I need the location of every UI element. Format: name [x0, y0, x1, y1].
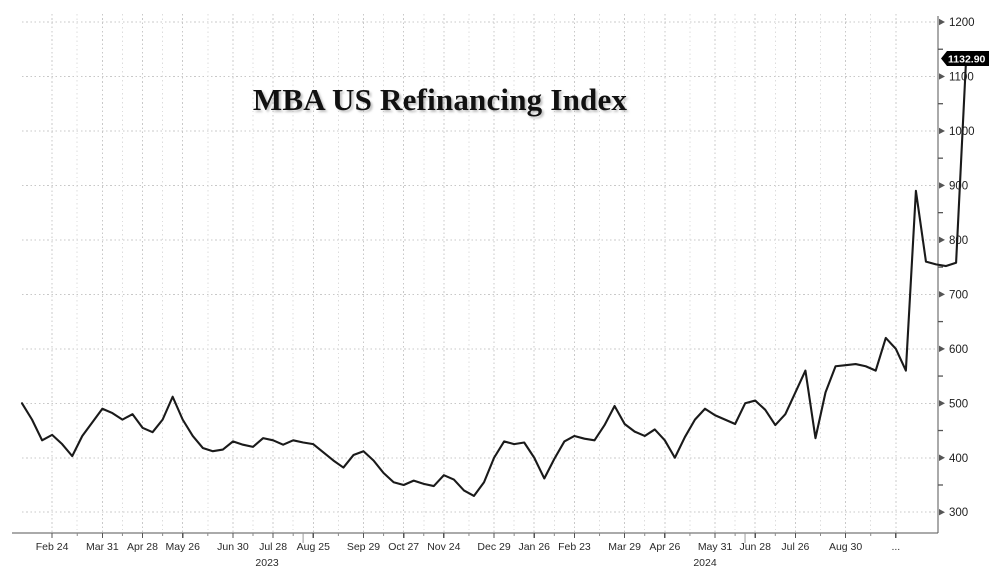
- y-axis-tick-marker: [939, 18, 945, 26]
- x-axis-tick-label: Nov 24: [427, 541, 460, 553]
- axis-ticks: [51, 18, 945, 543]
- x-axis-tick-label: May 26: [165, 541, 200, 553]
- x-axis-tick-label: Jun 28: [739, 541, 771, 553]
- y-axis-tick-label: 500: [949, 398, 968, 410]
- x-axis-tick-label: ...: [891, 541, 900, 553]
- x-axis-tick-label: Feb 24: [36, 541, 69, 553]
- x-axis-tick-label: Apr 28: [127, 541, 158, 553]
- y-axis-tick-marker: [939, 509, 945, 516]
- x-axis-tick-label: Mar 29: [608, 541, 641, 553]
- y-axis-tick-marker: [939, 291, 945, 298]
- last-value-badge: 1132.90: [941, 51, 989, 67]
- x-axis-tick-label: Feb 23: [558, 541, 591, 553]
- y-axis-tick-label: 900: [949, 180, 968, 192]
- x-axis-tick-label: Mar 31: [86, 541, 119, 553]
- x-axis-tick-label: Jan 26: [518, 541, 550, 553]
- y-axis-tick-label: 1000: [949, 126, 975, 138]
- y-axis-tick-marker: [939, 454, 945, 461]
- y-axis-tick-marker: [939, 345, 945, 353]
- axis-tick-labels: 300 400 500 600 700 800 900 1000 1100 1200 Feb 24 M…: [36, 17, 975, 569]
- y-axis-tick-label: 300: [949, 507, 968, 519]
- y-axis-tick-label: 800: [949, 235, 968, 247]
- cropped-header-strip: · · · · · · · · · · · · · · · ·: [0, 0, 1000, 7]
- x-axis-tick-label: Aug 25: [297, 541, 330, 553]
- data-series-layer: [20, 57, 968, 497]
- y-axis-tick-label: 700: [949, 289, 968, 301]
- last-value-badge-label: 1132.90: [948, 53, 986, 65]
- y-axis-tick-marker: [939, 127, 945, 135]
- x-axis-tick-label: Sep 29: [347, 541, 380, 553]
- y-axis-tick-label: 1100: [949, 71, 974, 83]
- y-axis-tick-label: 600: [949, 344, 968, 356]
- y-axis-tick-marker: [939, 73, 945, 80]
- x-axis-tick-label: Jul 28: [259, 541, 287, 553]
- data-line-mba-refinancing-index: [20, 57, 968, 497]
- y-axis-tick-marker: [939, 182, 945, 189]
- y-axis-tick-marker: [939, 400, 945, 407]
- x-axis-tick-label: Jul 26: [781, 541, 809, 553]
- last-value-badge-shape: [941, 51, 989, 67]
- x-axis-year-label: 2023: [255, 557, 279, 569]
- x-axis-tick-label: Dec 29: [477, 541, 510, 553]
- x-axis-tick-label: May 31: [698, 541, 733, 553]
- y-axis-tick-label: 400: [949, 453, 968, 465]
- grid-lines: [22, 14, 936, 533]
- x-axis-tick-label: Apr 26: [649, 541, 680, 553]
- x-axis-tick-label: Jun 30: [217, 541, 249, 553]
- x-axis-year-label: 2024: [693, 557, 717, 569]
- x-axis-tick-label: Oct 27: [388, 541, 419, 553]
- cropped-header-text: · · · · · · · · · · · · · · · ·: [150, 0, 264, 5]
- x-axis-tick-label: Aug 30: [829, 541, 862, 553]
- y-axis-tick-marker: [939, 236, 945, 244]
- y-axis-tick-label: 1200: [949, 17, 975, 29]
- axis-lines: [12, 16, 939, 534]
